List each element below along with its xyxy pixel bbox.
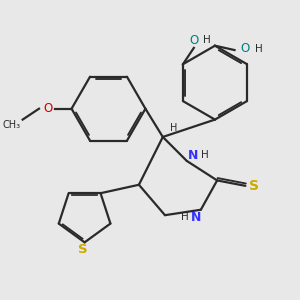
Text: H: H	[170, 123, 177, 133]
Text: H: H	[203, 35, 211, 45]
Text: H: H	[201, 150, 209, 161]
Text: N: N	[191, 211, 202, 224]
Text: O: O	[189, 34, 199, 47]
Text: N: N	[188, 149, 198, 162]
Text: O: O	[241, 43, 250, 56]
Text: S: S	[78, 243, 87, 256]
Text: S: S	[249, 179, 259, 193]
Text: CH₃: CH₃	[3, 120, 21, 130]
Text: H: H	[254, 44, 262, 54]
Text: O: O	[43, 102, 52, 115]
Text: H: H	[181, 212, 188, 222]
